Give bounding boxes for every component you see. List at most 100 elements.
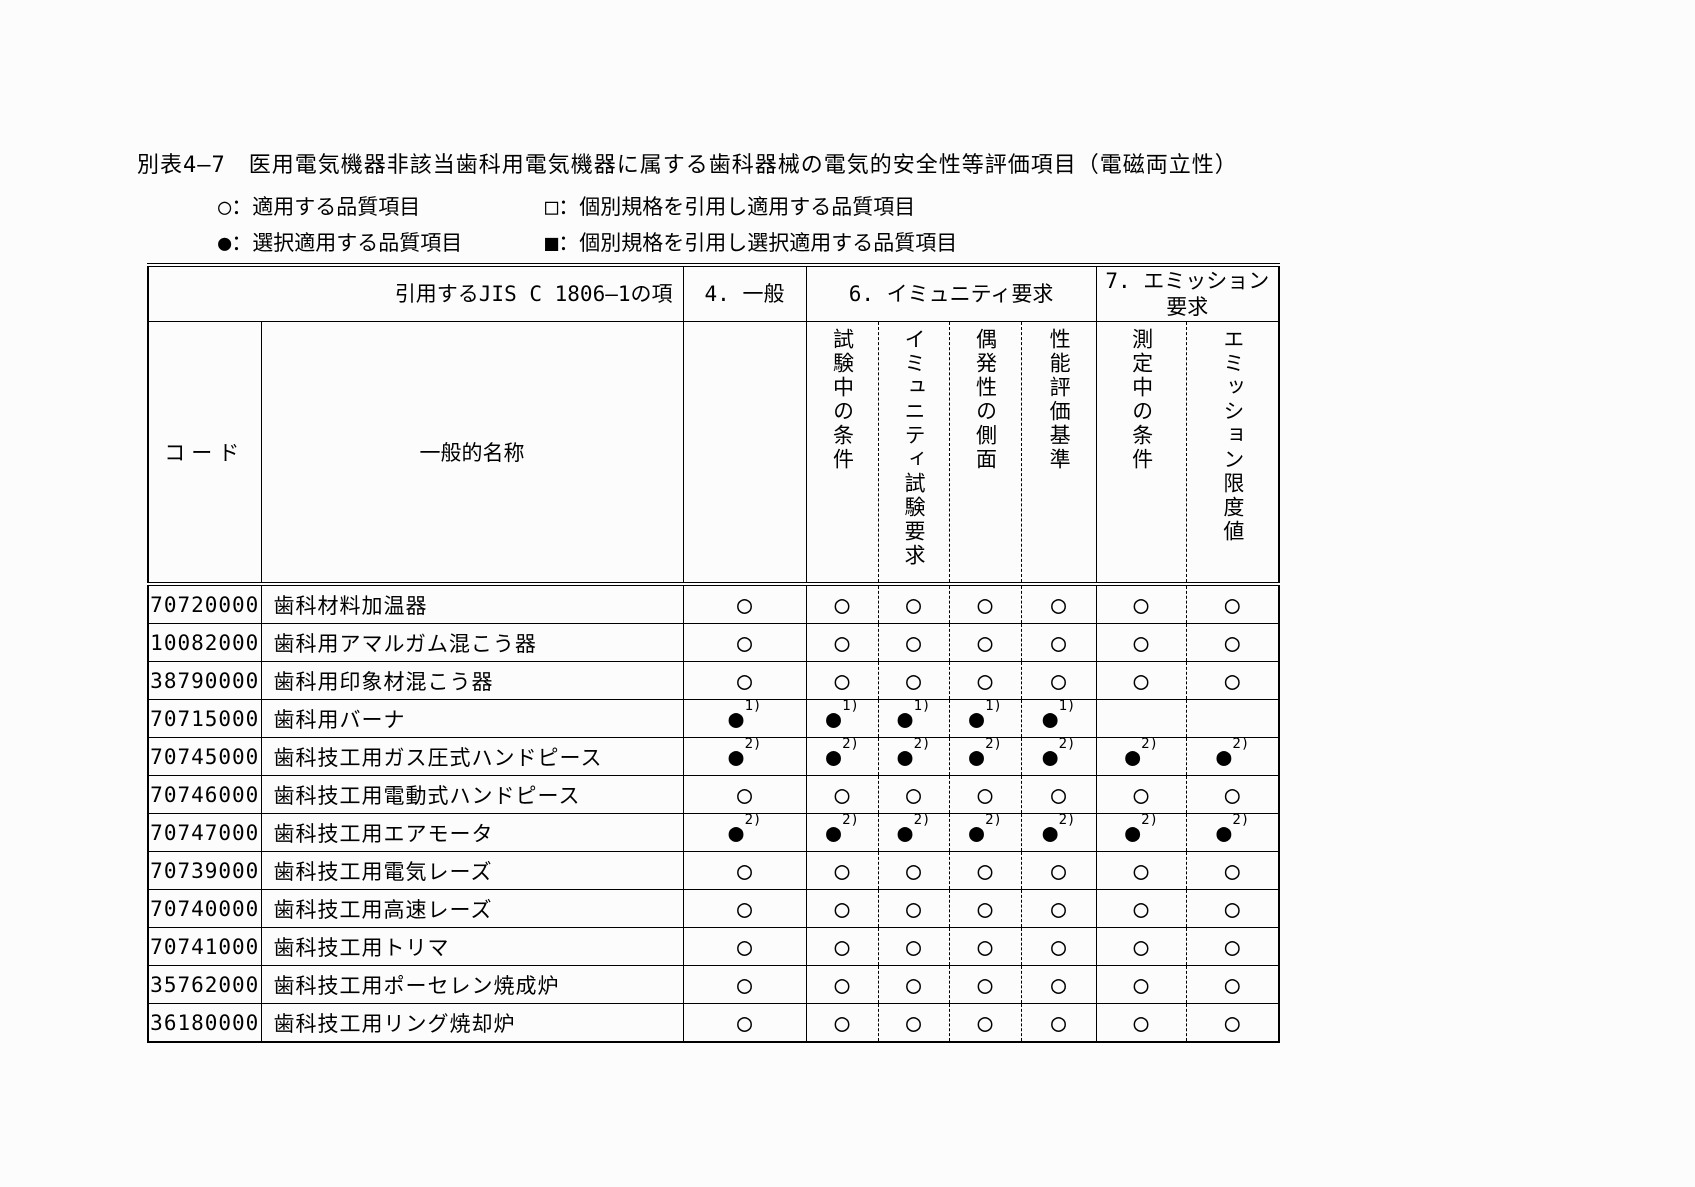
open-circle-mark: ○ [834,666,850,695]
open-circle-mark: ○ [905,856,922,885]
mark-cell: ○ [877,623,949,662]
mark-cell: ○ [805,851,878,890]
filled-circle-mark: ● [897,818,913,847]
group-header-row: 引用するJIS C 1806—1の項 4. 一般 6. イミュニティ要求 7. … [148,263,1280,322]
subcolumn-header-immunity-test-requirements: イミュニティ試験要求 [877,321,949,584]
open-circle-mark: ○ [1224,894,1240,923]
mark-cell: ●2) [805,813,878,852]
legend-label: ：個別規格を引用し適用する品質項目 [558,195,916,219]
open-circle-mark: ○ [1050,780,1067,809]
open-circle-mark: ○ [977,628,993,657]
open-circle-mark: ○ [736,856,753,885]
table-row: 70720000 歯科材料加温器 ○ ○ ○ ○ ○ ○ ○ [148,582,1280,624]
mark-cell: ○ [877,582,949,624]
open-circle-mark: ○ [1224,932,1240,961]
mark-cell: ○ [948,623,1021,662]
mark-cell: ○ [948,1003,1021,1042]
mark-cell: ○ [682,661,806,700]
open-circle-mark: ○ [977,1008,993,1037]
open-circle-mark: ○ [1133,628,1149,657]
code-cell: 70720000 [148,582,261,624]
general-name-cell: 歯科技工用電気レーズ [260,851,683,890]
general-name-cell: 歯科技工用トリマ [260,927,683,966]
open-circle-mark: ○ [1050,1008,1067,1037]
code-cell: 38790000 [148,661,261,700]
legend-label: ：選択適用する品質項目 [231,231,463,255]
mark-cell: ○ [877,661,949,700]
mark-cell: ●1) [948,699,1021,738]
open-circle-mark: ○ [1133,894,1149,923]
open-circle-mark: ○ [1050,628,1067,657]
open-circle-mark: ○ [1224,970,1240,999]
footnote-ref: 2) [1141,813,1158,828]
mark-cell: ○ [805,775,878,814]
legend-item-selectively-applicable: ●：選択適用する品質項目 [218,227,462,257]
table-row: 70740000 歯科技工用高速レーズ ○ ○ ○ ○ ○ ○ ○ [148,889,1280,928]
mark-cell: ●2) [948,737,1021,776]
general-name-cell: 歯科技工用ガス圧式ハンドピース [260,737,683,776]
open-circle-mark: ○ [1133,590,1149,619]
mark-cell: ●2) [1095,813,1187,852]
mark-cell: ○ [948,927,1021,966]
mark-cell: ○ [877,927,949,966]
subcolumn-header-test-conditions: 試験中の条件 [805,321,878,584]
footnote-ref: 1) [985,699,1002,714]
filled-circle-mark: ● [826,818,842,847]
footnote-ref: 1) [842,699,859,714]
column-header-code: コード [148,321,261,584]
table-row: 10082000 歯科用アマルガム混こう器 ○ ○ ○ ○ ○ ○ ○ [148,623,1280,662]
open-circle-mark: ○ [1224,666,1240,695]
open-circle-mark: ○ [977,856,993,885]
mark-cell: ○ [1095,851,1187,890]
general-name-cell: 歯科技工用リング焼却炉 [260,1003,683,1042]
open-circle-mark: ○ [1050,970,1067,999]
general-name-cell: 歯科用アマルガム混こう器 [260,623,683,662]
open-square-icon: □ [545,195,559,220]
subcolumn-header-row: コード 一般的名称 試験中の条件 イミュニティ試験要求 偶発性の側面 性能評価基… [148,321,1280,584]
mark-cell: ○ [805,623,878,662]
mark-cell: ○ [948,775,1021,814]
open-circle-mark: ○ [736,590,753,619]
filled-circle-mark: ● [1216,742,1232,771]
table-row: 70741000 歯科技工用トリマ ○ ○ ○ ○ ○ ○ ○ [148,927,1280,966]
mark-cell: ○ [1185,623,1280,662]
legend-label: ：適用する品質項目 [231,195,421,219]
general-name-cell: 歯科技工用ポーセレン焼成炉 [260,965,683,1004]
mark-cell [1095,699,1187,738]
mark-cell: ●2) [1185,813,1280,852]
vertical-text: 性能評価基準 [1047,328,1072,472]
open-circle-mark: ○ [1224,780,1240,809]
open-circle-mark: ○ [1133,666,1149,695]
mark-cell: ●2) [1095,737,1187,776]
legend-item-individual-standard-selectively-applicable: ■：個別規格を引用し選択適用する品質項目 [545,227,957,257]
mark-cell: ○ [1095,965,1187,1004]
mark-cell: ○ [1020,927,1097,966]
open-circle-mark: ○ [1224,628,1240,657]
subcolumn-header-performance-criteria: 性能評価基準 [1020,321,1097,584]
mark-cell: ○ [1095,661,1187,700]
mark-cell: ○ [805,927,878,966]
mark-cell: ○ [877,775,949,814]
open-circle-mark: ○ [905,628,922,657]
mark-cell: ○ [805,1003,878,1042]
mark-cell: ●2) [805,737,878,776]
footnote-ref: 2) [1232,737,1250,752]
open-circle-mark: ○ [736,666,753,695]
open-circle-mark: ○ [834,1008,850,1037]
group-header-general: 4. 一般 [682,263,806,322]
legend-item-applicable: ○：適用する品質項目 [218,191,420,221]
code-cell: 35762000 [148,965,261,1004]
filled-circle-mark: ● [969,742,985,771]
open-circle-mark: ○ [736,970,753,999]
mark-cell: ●2) [1185,737,1280,776]
open-circle-mark: ○ [905,1008,922,1037]
open-circle-mark: ○ [834,780,850,809]
table-row: 35762000 歯科技工用ポーセレン焼成炉 ○ ○ ○ ○ ○ ○ ○ [148,965,1280,1004]
mark-cell: ○ [1020,775,1097,814]
mark-cell: ●2) [877,737,949,776]
footnote-ref: 2) [842,813,859,828]
mark-cell: ●1) [877,699,949,738]
open-circle-mark: ○ [736,780,753,809]
open-circle-mark: ○ [1224,856,1240,885]
evaluation-table: 引用するJIS C 1806—1の項 4. 一般 6. イミュニティ要求 7. … [147,263,1281,1043]
